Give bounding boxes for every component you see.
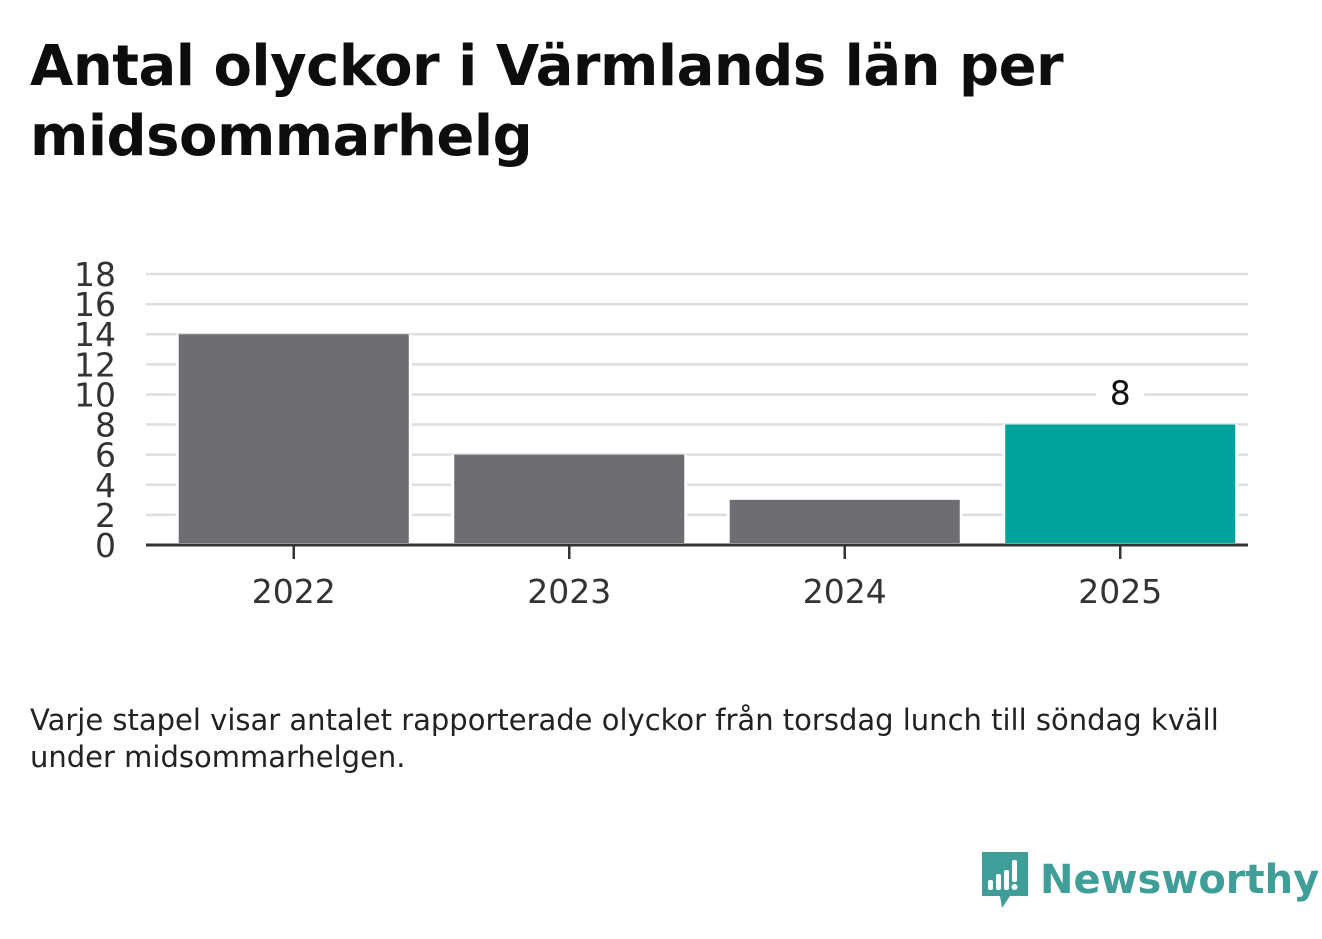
bar-2022 xyxy=(178,334,409,543)
bar-2023 xyxy=(454,454,685,543)
bar-2024 xyxy=(729,499,960,543)
y-tick-label: 16 xyxy=(74,285,116,324)
data-label-2025: 8 xyxy=(1110,374,1131,413)
newsworthy-logo-icon xyxy=(982,852,1028,908)
y-tick-label: 4 xyxy=(95,466,116,505)
bar-2025 xyxy=(1005,424,1236,543)
y-tick-label: 2 xyxy=(95,496,116,535)
x-tick-label: 2023 xyxy=(527,572,611,611)
y-tick-label: 18 xyxy=(74,255,116,294)
data-labels: 8 xyxy=(1096,372,1145,415)
x-tick-label: 2025 xyxy=(1078,572,1162,611)
footnote: Varje stapel visar antalet rapporterade … xyxy=(30,703,1219,774)
y-tick-label: 0 xyxy=(95,526,116,565)
x-tick-label: 2024 xyxy=(803,572,887,611)
y-tick-label: 14 xyxy=(74,315,116,354)
y-tick-label: 12 xyxy=(74,345,116,384)
brand-logo: Newsworthy xyxy=(980,848,1319,912)
y-tick-label: 8 xyxy=(95,406,116,445)
data-label-bg xyxy=(1096,372,1145,415)
x-tick-label: 2022 xyxy=(252,572,336,611)
bars xyxy=(175,334,1239,543)
y-tick-label: 6 xyxy=(95,436,116,475)
brand-name: Newsworthy xyxy=(1040,857,1320,903)
y-tick-label: 10 xyxy=(74,375,116,414)
chart-title: Antal olyckor i Värmlands län per midsom… xyxy=(30,34,1064,169)
x-axis-ticks: 2022 2023 2024 2025 xyxy=(252,545,1162,611)
